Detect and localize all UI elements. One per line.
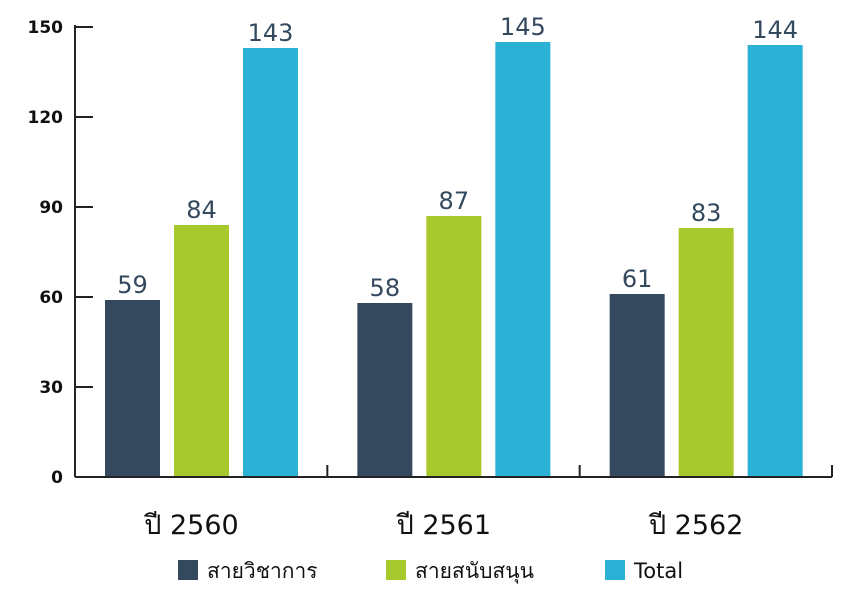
bar-2-2 — [426, 216, 482, 477]
legend-swatch — [605, 560, 625, 580]
legend-label: Total — [633, 559, 683, 583]
legend: สายวิชาการ สายสนับสนุน Total — [178, 559, 683, 584]
x-tick-label: ปี 2561 — [396, 510, 491, 541]
x-tick-label: ปี 2562 — [648, 510, 743, 541]
axes-layer: 0 30 60 90 120 150 — [28, 18, 833, 488]
bars-layer — [105, 42, 803, 477]
bar-1-2 — [357, 303, 413, 477]
y-tick-label: 150 — [28, 18, 64, 38]
bar-1-3 — [609, 294, 665, 477]
labels-layer: 59 84 143 ปี 2560 58 87 145 ปี 2561 61 83 144 ปี 25… — [117, 13, 798, 541]
bar-2-3 — [678, 228, 734, 477]
legend-label: สายวิชาการ — [207, 559, 318, 583]
bar-value-label: 61 — [622, 265, 653, 293]
legend-label: สายสนับสนุน — [415, 559, 534, 584]
y-tick-label: 60 — [39, 288, 63, 308]
bar-1-1 — [105, 300, 160, 477]
y-tick-label: 30 — [39, 378, 63, 398]
legend-swatch — [386, 560, 406, 580]
bar-value-label: 144 — [752, 16, 798, 44]
x-tick-label: ปี 2560 — [144, 510, 239, 541]
y-tick-label: 0 — [51, 468, 63, 488]
y-tick-label: 90 — [39, 198, 63, 218]
bar-3-1 — [243, 48, 298, 477]
bar-value-label: 87 — [439, 187, 470, 215]
legend-swatch — [178, 560, 198, 580]
y-tick-label: 120 — [28, 108, 64, 128]
bar-value-label: 59 — [117, 271, 148, 299]
bar-2-1 — [174, 225, 229, 477]
bar-value-label: 58 — [370, 274, 401, 302]
bar-value-label: 145 — [500, 13, 546, 41]
bar-3-3 — [747, 45, 803, 477]
bar-3-2 — [495, 42, 551, 477]
bar-value-label: 143 — [248, 19, 294, 47]
bar-value-label: 83 — [691, 199, 722, 227]
bar-value-label: 84 — [186, 196, 217, 224]
